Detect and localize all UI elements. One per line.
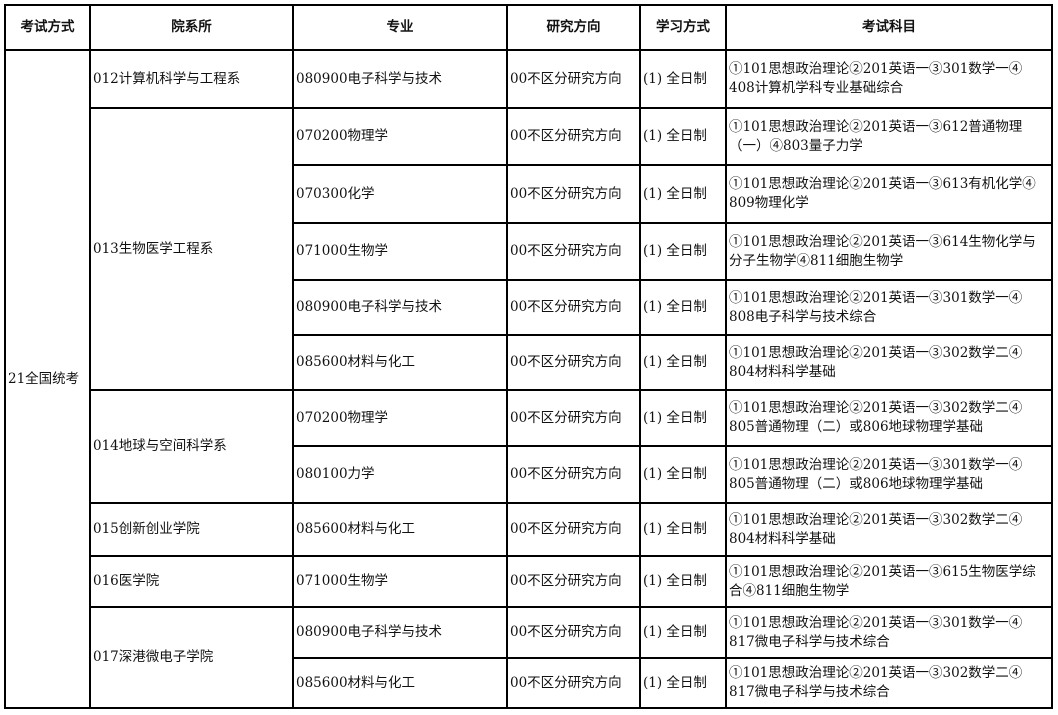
major-cell: 080900电子科学与技术 [292,606,508,659]
table-body: 21全国统考 012计算机科学与工程系 080900电子科学与技术 00不区分研究方向… [4,49,1053,709]
major-cell: 085600材料与化工 [292,502,508,557]
department-cell: 013生物医学工程系 [89,107,294,391]
direction-cell: 00不区分研究方向 [506,107,641,166]
direction-cell: 00不区分研究方向 [506,502,641,557]
exam-method-cell: 21全国统考 [4,49,91,709]
major-cell: 085600材料与化工 [292,334,508,391]
exam-subjects-cell: ①101思想政治理论②201英语一③615生物医学综 合④811细胞生物学 [725,555,1053,608]
exam-subjects-cell: ①101思想政治理论②201英语一③613有机化学④ 809物理化学 [725,164,1053,224]
major-cell: 070300化学 [292,164,508,224]
table-row: 017深港微电子学院 080900电子科学与技术 00不区分研究方向 (1) 全日制 ①… [5,606,1053,709]
exam-subjects-cell: ①101思想政治理论②201英语一③302数学二④ 804材料科学基础 [725,502,1053,557]
major-cell: 085600材料与化工 [292,657,508,709]
header-exam-subjects: 考试科目 [725,4,1053,51]
exam-subjects-cell: ①101思想政治理论②201英语一③302数学二④ 805普通物理（二）或806… [725,389,1053,447]
header-department: 院系所 [89,4,294,51]
major-cell: 071000生物学 [292,222,508,281]
exam-subjects-cell: ①101思想政治理论②201英语一③301数学一④ 808电子科学与技术综合 [725,279,1053,336]
department-cell: 017深港微电子学院 [89,606,294,709]
study-mode-cell: (1) 全日制 [639,334,727,391]
study-mode-cell: (1) 全日制 [639,279,727,336]
direction-cell: 00不区分研究方向 [506,657,641,709]
header-major: 专业 [292,4,508,51]
study-mode-cell: (1) 全日制 [639,49,727,109]
exam-subjects-cell: ①101思想政治理论②201英语一③302数学二④ 817微电子科学与技术综合 [725,657,1053,709]
table-row: 013生物医学工程系 070200物理学 00不区分研究方向 (1) 全日制 ①101思… [5,107,1053,391]
exam-subjects-cell: ①101思想政治理论②201英语一③614生物化学与 分子生物学④811细胞生物… [725,222,1053,281]
table-row: 080100力学 00不区分研究方向 (1) 全日制 ①101思想政治理论②201英语… [5,445,1053,504]
table-row: 085600材料与化工 00不区分研究方向 (1) 全日制 ①101思想政治理论②20… [5,657,1053,709]
department-cell: 016医学院 [89,555,294,608]
major-cell: 080900电子科学与技术 [292,279,508,336]
direction-cell: 00不区分研究方向 [506,164,641,224]
header-exam-method: 考试方式 [4,4,91,51]
department-cell: 012计算机科学与工程系 [89,49,294,109]
study-mode-cell: (1) 全日制 [639,502,727,557]
study-mode-cell: (1) 全日制 [639,389,727,447]
direction-cell: 00不区分研究方向 [506,555,641,608]
direction-cell: 00不区分研究方向 [506,445,641,504]
direction-cell: 00不区分研究方向 [506,222,641,281]
table-row: 080900电子科学与技术 00不区分研究方向 (1) 全日制 ①101思想政治理论②… [5,279,1053,336]
major-cell: 070200物理学 [292,389,508,447]
direction-cell: 00不区分研究方向 [506,49,641,109]
study-mode-cell: (1) 全日制 [639,164,727,224]
direction-cell: 00不区分研究方向 [506,279,641,336]
table-row: 015创新创业学院 085600材料与化工 00不区分研究方向 (1) 全日制 ①101… [5,502,1053,557]
table-row: 21全国统考 012计算机科学与工程系 080900电子科学与技术 00不区分研究方向… [4,49,1053,709]
study-mode-cell: (1) 全日制 [639,107,727,166]
direction-cell: 00不区分研究方向 [506,334,641,391]
major-cell: 080900电子科学与技术 [292,49,508,109]
department-cell: 015创新创业学院 [89,502,294,557]
study-mode-cell: (1) 全日制 [639,657,727,709]
table-row: 071000生物学 00不区分研究方向 (1) 全日制 ①101思想政治理论②201英… [5,222,1053,281]
direction-cell: 00不区分研究方向 [506,606,641,659]
table-row: 016医学院 071000生物学 00不区分研究方向 (1) 全日制 ①101思想政治理… [5,555,1053,608]
exam-subjects-cell: ①101思想政治理论②201英语一③301数学一④ 408计算机学科专业基础综合 [725,49,1053,109]
exam-subjects-cell: ①101思想政治理论②201英语一③301数学一④ 817微电子科学与技术综合 [725,606,1053,659]
study-mode-cell: (1) 全日制 [639,606,727,659]
exam-subjects-cell: ①101思想政治理论②201英语一③612普通物理 （一）④803量子力学 [725,107,1053,166]
study-mode-cell: (1) 全日制 [639,555,727,608]
study-mode-cell: (1) 全日制 [639,445,727,504]
table-row: 070300化学 00不区分研究方向 (1) 全日制 ①101思想政治理论②201英语… [5,164,1053,224]
table-row: 014地球与空间科学系 070200物理学 00不区分研究方向 (1) 全日制 ①101… [5,389,1053,504]
exam-subjects-cell: ①101思想政治理论②201英语一③302数学二④ 804材料科学基础 [725,334,1053,391]
header-direction: 研究方向 [506,4,641,51]
major-cell: 071000生物学 [292,555,508,608]
major-cell: 070200物理学 [292,107,508,166]
exam-subjects-cell: ①101思想政治理论②201英语一③301数学一④ 805普通物理（二）或806… [725,445,1053,504]
department-cell: 014地球与空间科学系 [89,389,294,504]
table-row: 085600材料与化工 00不区分研究方向 (1) 全日制 ①101思想政治理论②20… [5,334,1053,391]
header-row: 考试方式 院系所 专业 研究方向 学习方式 考试科目 [4,4,1053,51]
header-study-mode: 学习方式 [639,4,727,51]
admission-table: 考试方式 院系所 专业 研究方向 学习方式 考试科目 21全国统考 012计算机科… [4,4,1053,709]
major-cell: 080100力学 [292,445,508,504]
study-mode-cell: (1) 全日制 [639,222,727,281]
direction-cell: 00不区分研究方向 [506,389,641,447]
